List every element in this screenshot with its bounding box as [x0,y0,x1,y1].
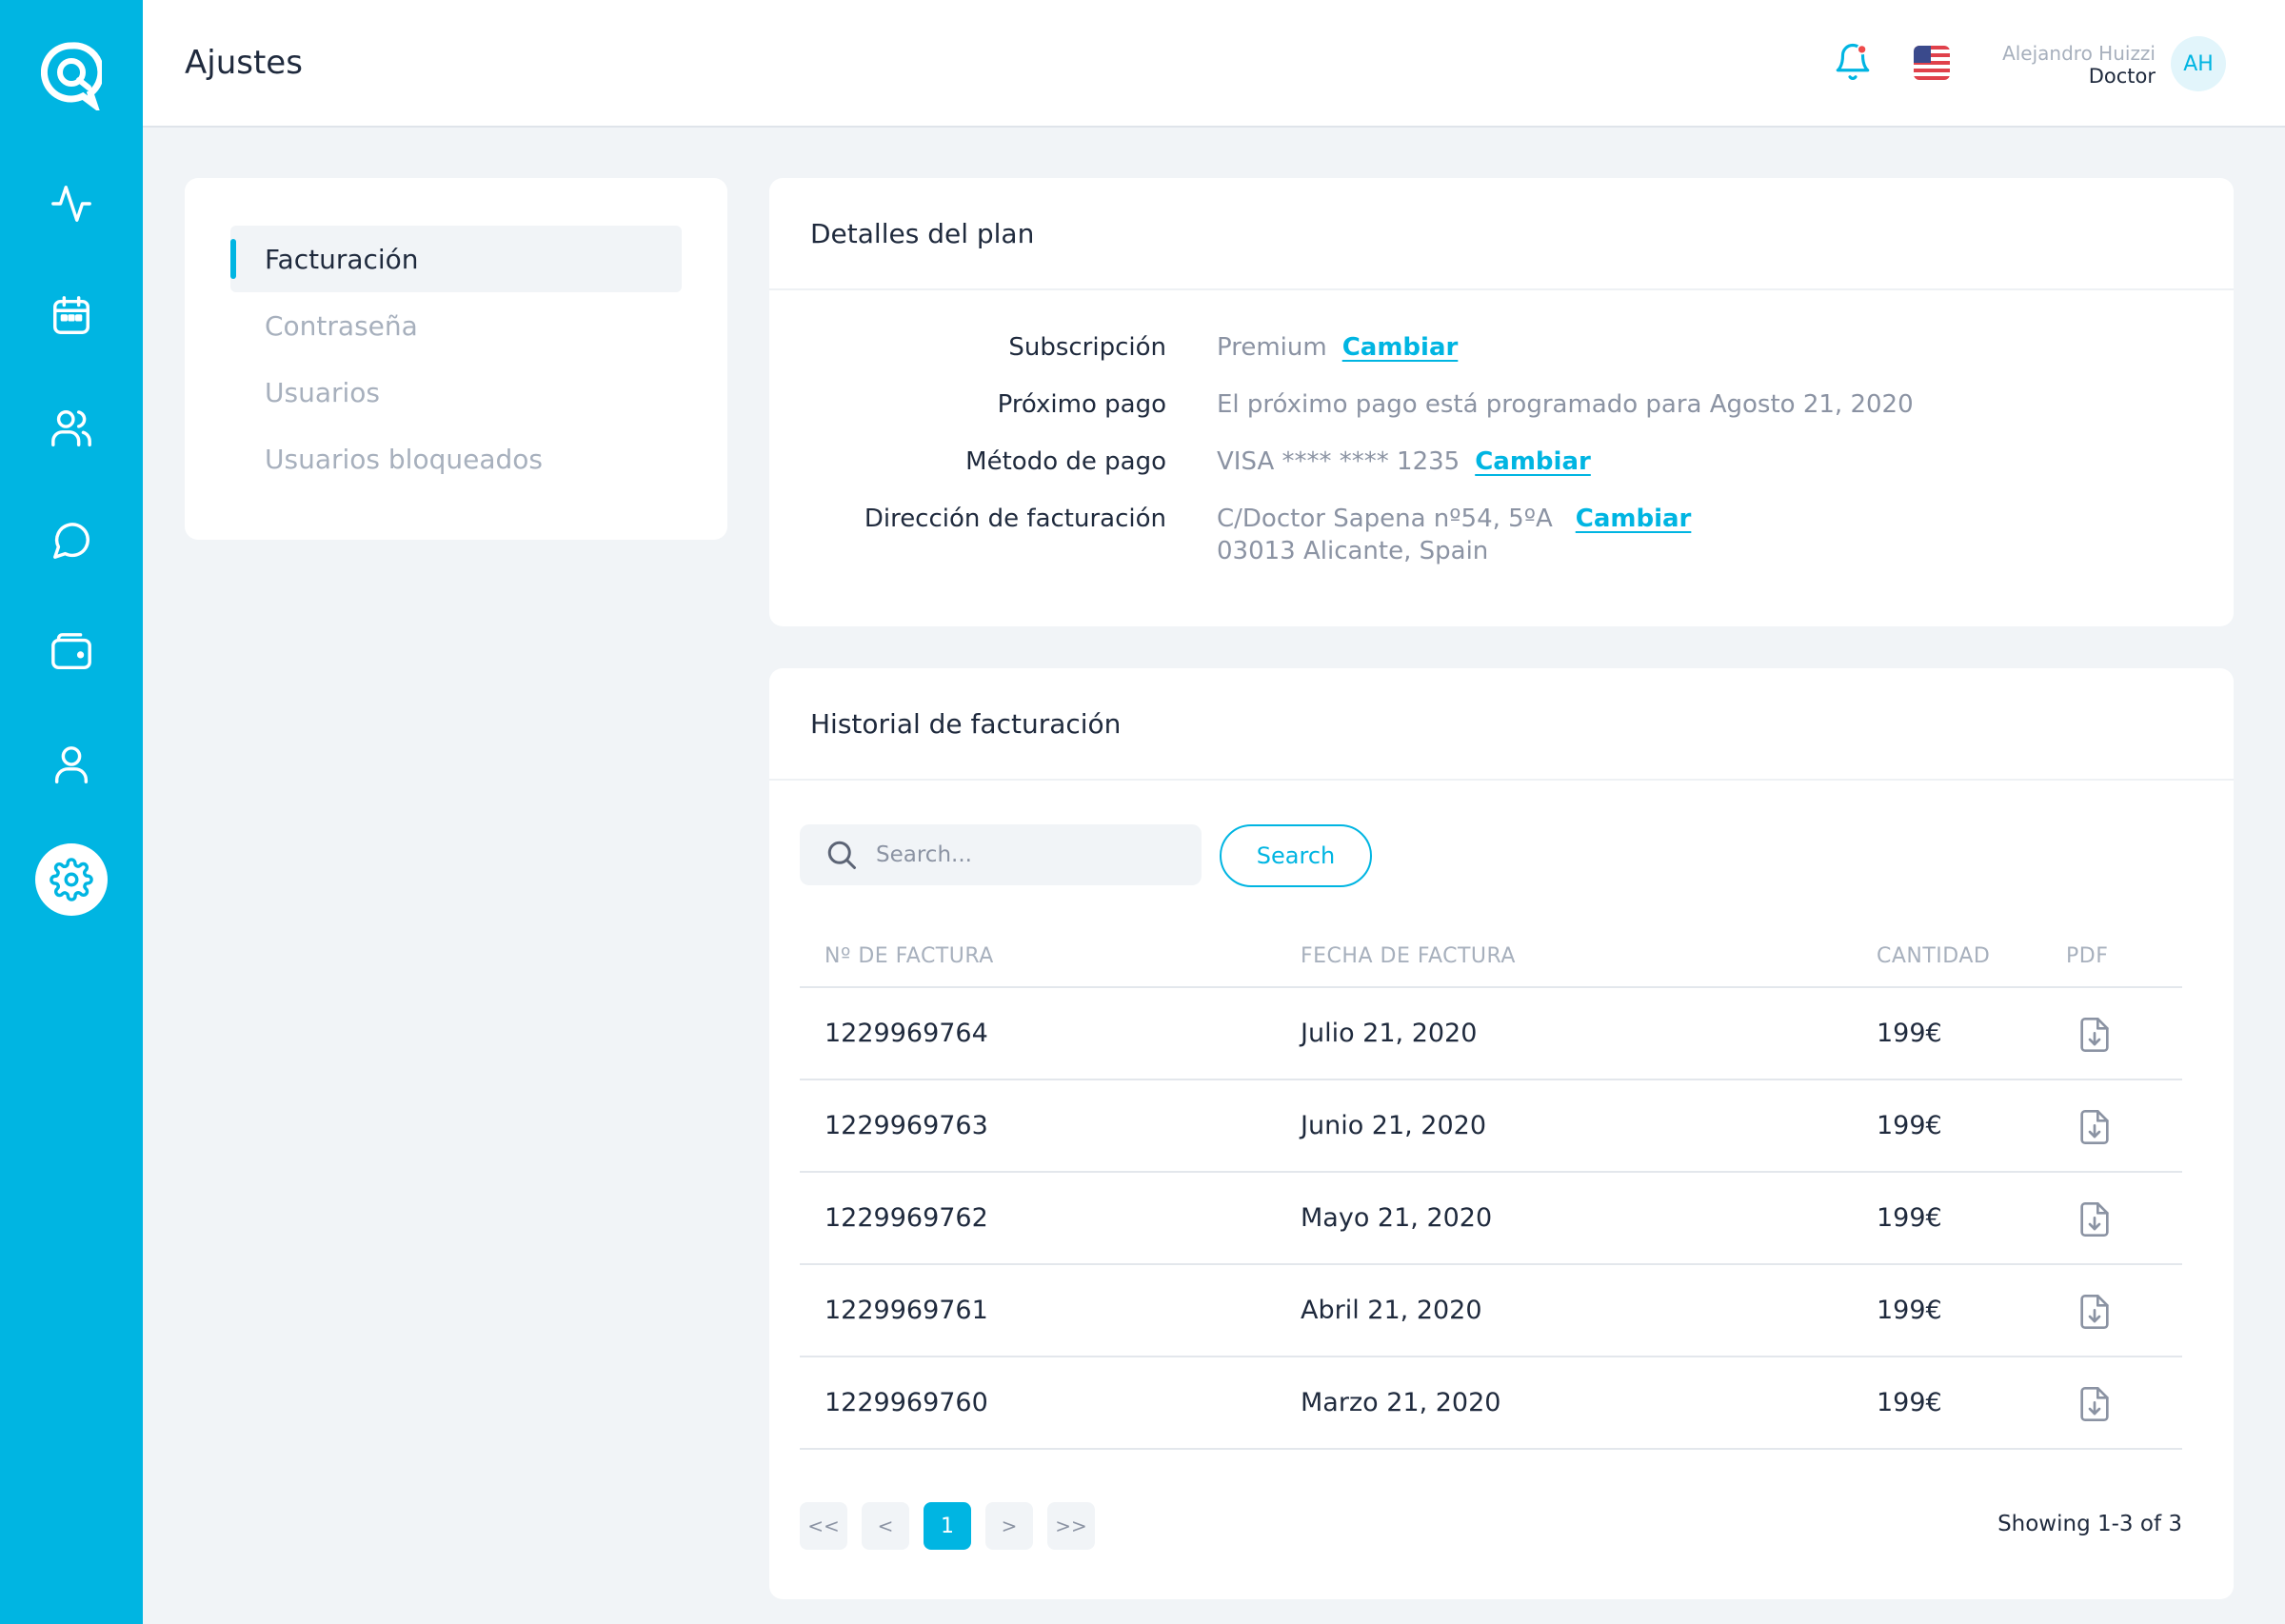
menu-item-users[interactable]: Usuarios [265,376,380,408]
change-payment-method-link[interactable]: Cambiar [1475,447,1591,476]
invoice-number: 1229969764 [825,1019,988,1048]
column-header-invoice-number: Nº DE FACTURA [825,944,994,968]
user-name: Alejandro Huizzi [2002,42,2156,65]
pagination-summary: Showing 1-3 of 3 [1997,1512,2182,1536]
notification-bell-icon[interactable] [1833,42,1873,82]
search-field[interactable] [800,824,1202,885]
subscription-value-wrap: Premium Cambiar [1217,333,1458,362]
page-1-button[interactable]: 1 [924,1502,971,1550]
next-payment-value: El próximo pago está programado para Ago… [1217,390,1914,419]
invoice-amount: 199€ [1877,1296,1942,1325]
wallet-icon [51,633,91,670]
table-row: 1229969764 Julio 21, 2020 199€ [800,988,2182,1080]
column-header-pdf: PDF [2066,944,2109,968]
invoice-date: Julio 21, 2020 [1301,1019,1478,1048]
nav-wallet[interactable] [35,617,108,689]
table-header: Nº DE FACTURA FECHA DE FACTURA CANTIDAD … [800,939,2182,988]
chat-icon [53,523,89,559]
nav-calendar[interactable] [35,280,108,352]
billing-history-card: Historial de facturación Search Nº DE FA… [769,668,2234,1599]
calendar-icon [53,296,89,334]
last-page-button[interactable]: >> [1047,1502,1095,1550]
nav-activity[interactable] [35,168,108,240]
billing-history-title: Historial de facturación [769,668,2234,781]
avatar[interactable]: AH [2171,36,2226,91]
pdf-download-icon[interactable] [2076,1015,2114,1055]
billing-address-value-wrap: C/Doctor Sapena nº54, 5ºA Cambiar 03013 A… [1217,505,1691,565]
table-row: 1229969760 Marzo 21, 2020 199€ [800,1357,2182,1450]
app-logo-icon[interactable] [41,42,102,110]
invoice-date: Mayo 21, 2020 [1301,1203,1493,1233]
search-button[interactable]: Search [1220,824,1372,887]
nav-chat[interactable] [35,505,108,577]
subscription-label: Subscripción [1008,333,1166,362]
invoice-date: Junio 21, 2020 [1301,1111,1487,1140]
settings-menu: Facturación Contraseña Usuarios Usuarios… [185,178,727,540]
user-icon [54,746,89,783]
plan-details-card: Detalles del plan Subscripción Premium Ca… [769,178,2234,626]
invoice-table: Nº DE FACTURA FECHA DE FACTURA CANTIDAD … [800,939,2182,1450]
payment-method-value: VISA **** **** 1235 [1217,447,1460,476]
menu-item-password[interactable]: Contraseña [265,309,418,342]
sidebar [0,0,143,1624]
menu-item-billing[interactable]: Facturación [230,226,682,292]
first-page-button[interactable]: << [800,1502,847,1550]
column-header-amount: CANTIDAD [1877,944,1991,968]
invoice-number: 1229969762 [825,1203,988,1233]
nav-profile[interactable] [35,729,108,802]
invoice-date: Abril 21, 2020 [1301,1296,1482,1325]
table-row: 1229969763 Junio 21, 2020 199€ [800,1080,2182,1173]
invoice-date: Marzo 21, 2020 [1301,1388,1501,1417]
invoice-number: 1229969761 [825,1296,988,1325]
invoice-amount: 199€ [1877,1111,1942,1140]
invoice-amount: 199€ [1877,1203,1942,1233]
billing-address-line1: C/Doctor Sapena nº54, 5ºA [1217,505,1553,533]
user-role: Doctor [2088,65,2156,88]
billing-address-label: Dirección de facturación [864,505,1166,533]
settings-icon [50,858,93,901]
us-flag-icon[interactable] [1914,46,1950,80]
payment-method-value-wrap: VISA **** **** 1235 Cambiar [1217,447,1591,476]
pdf-download-icon[interactable] [2076,1199,2114,1239]
payment-method-label: Método de pago [965,447,1166,476]
activity-icon [51,186,91,222]
pdf-download-icon[interactable] [2076,1107,2114,1147]
column-header-invoice-date: FECHA DE FACTURA [1301,944,1516,968]
change-subscription-link[interactable]: Cambiar [1341,333,1459,362]
previous-page-button[interactable]: < [862,1502,909,1550]
search-input[interactable] [876,842,1181,867]
pdf-download-icon[interactable] [2076,1292,2114,1332]
search-icon [827,841,856,869]
next-payment-label: Próximo pago [997,390,1166,419]
table-row: 1229969762 Mayo 21, 2020 199€ [800,1173,2182,1265]
menu-item-blocked-users[interactable]: Usuarios bloqueados [265,443,543,475]
pdf-download-icon[interactable] [2076,1384,2114,1424]
invoice-number: 1229969760 [825,1388,988,1417]
billing-address-line2: 03013 Alicante, Spain [1217,537,1489,565]
page-title: Ajustes [185,44,303,82]
invoice-amount: 199€ [1877,1019,1942,1048]
nav-users[interactable] [35,392,108,465]
pagination: << < 1 > >> [800,1502,1095,1550]
invoice-number: 1229969763 [825,1111,988,1140]
plan-details-title: Detalles del plan [769,178,2234,290]
subscription-value: Premium [1217,333,1327,362]
users-icon [51,410,91,446]
table-row: 1229969761 Abril 21, 2020 199€ [800,1265,2182,1357]
change-billing-address-link[interactable]: Cambiar [1575,505,1692,533]
invoice-amount: 199€ [1877,1388,1942,1417]
next-page-button[interactable]: > [985,1502,1033,1550]
top-header: Ajustes Alejandro Huizzi Doctor AH [143,0,2285,128]
nav-settings[interactable] [35,843,108,916]
